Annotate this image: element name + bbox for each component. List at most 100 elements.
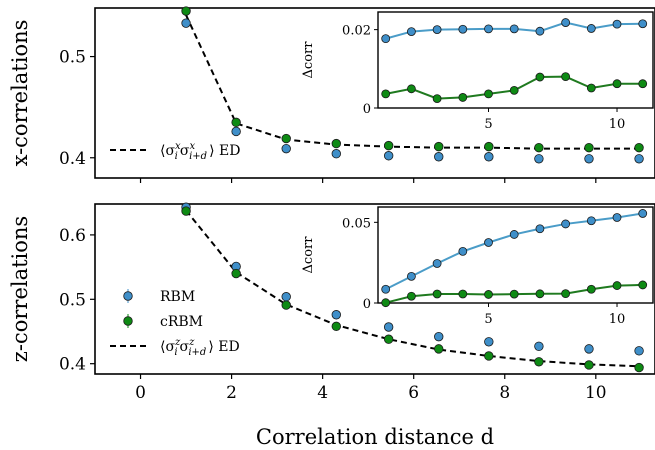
legend-ed-part: ⟩ ED [209, 143, 240, 159]
inset-rbm-marker [509, 230, 519, 239]
crbm-marker [434, 141, 444, 152]
crbm-marker [281, 133, 291, 144]
rbm-marker [383, 151, 394, 161]
crbm-marker [281, 300, 291, 310]
inset-delta-corr: 5 10 0 0.05 Δcorr [301, 206, 654, 327]
inset-x-tick-label: 10 [609, 117, 626, 132]
inset-rbm-marker [561, 18, 571, 27]
crbm-marker [484, 141, 494, 152]
legend-ed-label: ⟨σx i σx i+d ⟩ ED [160, 141, 240, 162]
inset-crbm-marker [638, 280, 648, 290]
inset-crbm-marker [561, 289, 571, 299]
crbm-marker [231, 117, 241, 128]
rbm-marker [484, 152, 494, 162]
inset-crbm-marker [612, 79, 622, 89]
ed-dashed-line [185, 14, 640, 150]
inset-crbm-marker [561, 72, 571, 82]
inset-rbm-marker [407, 27, 416, 36]
inset-rbm-marker [612, 19, 622, 29]
rbm-marker [634, 346, 644, 356]
legend-ed-part: σ [180, 339, 190, 355]
crbm-marker [383, 334, 394, 344]
x-tick-label: 2 [226, 383, 237, 403]
inset-y-tick-label: 0.02 [342, 24, 371, 39]
inset-crbm-marker [381, 89, 391, 99]
crbm-marker [181, 206, 191, 216]
crbm-marker [634, 362, 644, 373]
inset-x-tick-label: 10 [609, 312, 626, 327]
rbm-marker [231, 126, 241, 137]
crbm-marker [484, 351, 494, 361]
inset-crbm-marker [509, 85, 519, 95]
legend-ed-part: i [175, 151, 178, 162]
inset-rbm-marker [484, 24, 493, 34]
y-tick-label: 0.4 [59, 355, 86, 375]
y-axis-label: x-correlations [8, 20, 32, 167]
rbm-marker [634, 154, 644, 164]
inset-rbm-marker [381, 34, 391, 44]
legend-crbm-label: cRBM [160, 314, 203, 330]
legend-ed-part: z [174, 337, 181, 348]
crbm-marker [584, 142, 594, 153]
plot-frame [94, 7, 655, 179]
inset-y-tick-label: 0 [363, 102, 371, 117]
inset-rbm-marker [535, 224, 545, 234]
crbm-marker [383, 140, 394, 151]
inset-rbm-marker [586, 216, 596, 226]
inset-crbm-marker [612, 281, 622, 290]
inset-x-tick-label: 5 [484, 117, 492, 132]
legend-ed-part: ⟩ ED [208, 339, 239, 355]
crbm-marker [634, 142, 644, 153]
rbm-marker [534, 154, 544, 164]
legend-crbm-marker [123, 316, 133, 326]
legend-ed-part: i [174, 347, 177, 358]
inset-crbm-marker [381, 298, 391, 308]
z-correlations-panel: 0 2 4 6 8 100.40.50.6z-correlations RBMcRBM⟨σz… [8, 202, 655, 403]
legend-ed-part: σ [180, 143, 190, 159]
x-tick-label: 4 [317, 383, 328, 403]
inset-crbm-marker [535, 289, 545, 299]
inset-crbm-marker [458, 93, 468, 102]
rbm-marker [331, 149, 342, 159]
inset-crbm-marker [638, 79, 648, 89]
legend-ed-part: ⟨σ [160, 339, 175, 355]
legend-ed-part: i+d [188, 347, 206, 358]
inset-rbm-marker [638, 209, 648, 218]
inset-rbm-marker [458, 24, 468, 34]
inset-rbm-marker [432, 259, 442, 268]
inset-rbm-marker [381, 284, 391, 294]
ed-dashed-line [185, 209, 640, 368]
inset-rbm-marker [586, 24, 596, 33]
inset-rbm-marker [638, 19, 648, 29]
x-correlations-panel: 0.40.5x-correlations ⟨σx i σx i+d ⟩ ED5 1000.0… [8, 6, 655, 183]
legend-ed-part: i+d [189, 151, 207, 162]
inset-rbm-marker [612, 213, 622, 222]
inset-crbm-marker [407, 84, 416, 94]
inset-y-label: Δcorr [301, 41, 316, 79]
x-axis-label: Correlation distance d [256, 425, 494, 449]
y-tick-label: 0.5 [59, 290, 86, 310]
y-tick-label: 0.4 [59, 149, 86, 169]
inset-delta-corr: 5 10 0 0.02 Δcorr [301, 11, 654, 132]
inset-rbm-marker [535, 26, 545, 36]
x-tick-label: 6 [408, 383, 419, 403]
inset-crbm-marker [458, 289, 468, 299]
legend-ed-part: ⟨σ [160, 143, 175, 159]
inset-y-tick-label: 0.05 [342, 216, 371, 231]
x-tick-label: 8 [499, 383, 510, 403]
x-tick-label: 0 [135, 383, 146, 403]
legend-ed-part: x [175, 141, 181, 152]
crbm-marker [331, 138, 342, 149]
crbm-marker [181, 6, 191, 16]
rbm-marker [534, 341, 544, 352]
legend-rbm-label: RBM [160, 289, 195, 305]
inset-crbm-marker [484, 89, 493, 99]
rbm-marker [331, 310, 342, 320]
legend-ed-label: ⟨σz i σz i+d ⟩ ED [160, 337, 240, 358]
inset-rbm-marker [458, 246, 468, 256]
rbm-marker [584, 154, 594, 164]
inset-x-tick-label: 5 [484, 312, 492, 327]
crbm-marker [584, 360, 594, 370]
inset-crbm-marker [484, 290, 493, 299]
